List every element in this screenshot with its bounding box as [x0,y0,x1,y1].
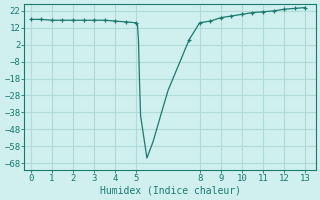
X-axis label: Humidex (Indice chaleur): Humidex (Indice chaleur) [100,186,241,196]
